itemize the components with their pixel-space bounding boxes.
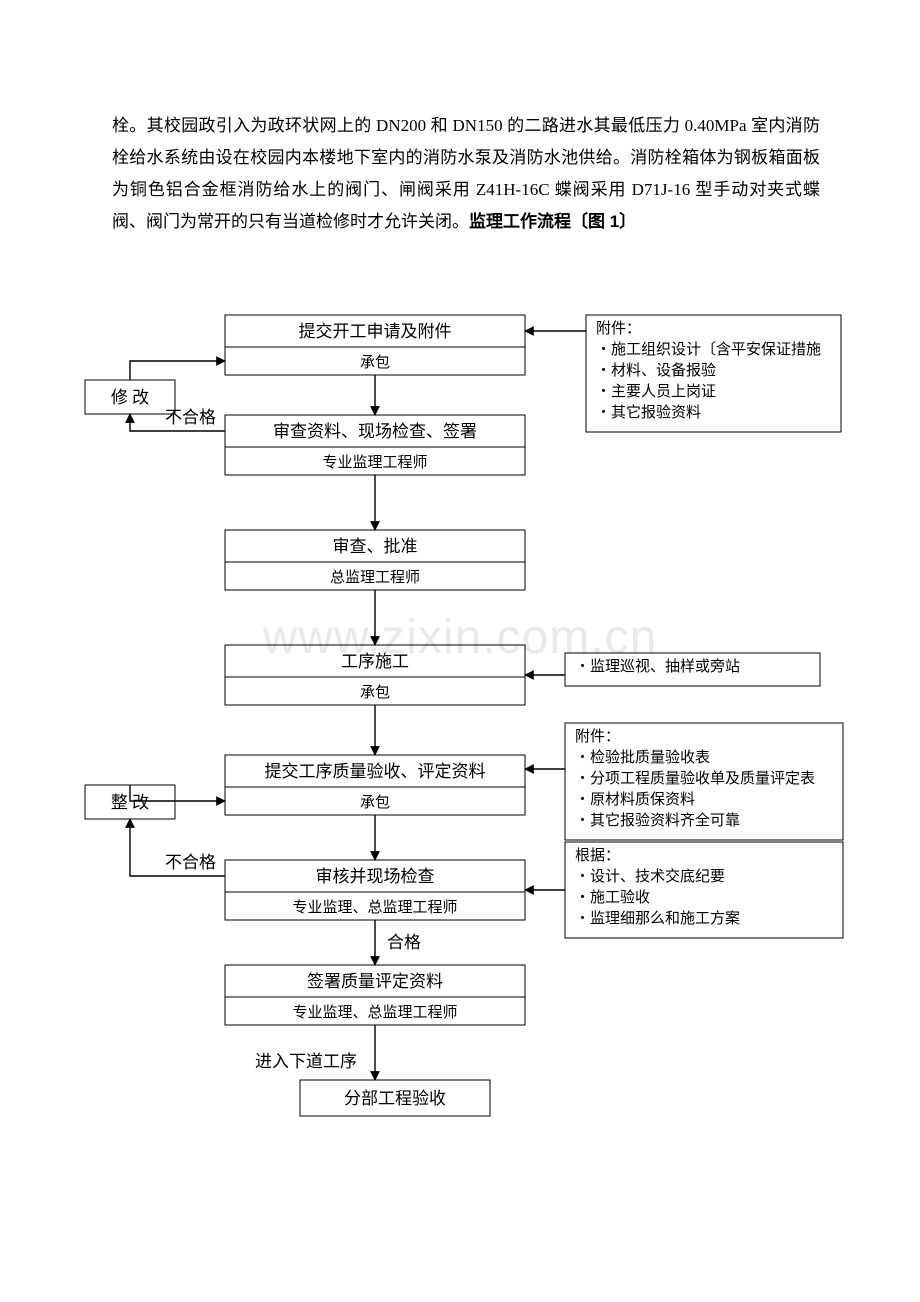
sidebox-attachments-2: 附件： ・检验批质量验收表・分项工程质量验收单及质量评定表・原材料质保资料・其它报… bbox=[565, 723, 843, 840]
svg-text:・施工组织设计〔含平安保证措施: ・施工组织设计〔含平安保证措施 bbox=[596, 341, 821, 358]
svg-text:・检验批质量验收表: ・检验批质量验收表 bbox=[575, 749, 710, 766]
svg-text:・主要人员上岗证: ・主要人员上岗证 bbox=[596, 383, 716, 400]
svg-text:・设计、技术交底纪要: ・设计、技术交底纪要 bbox=[575, 867, 725, 885]
svg-text:・分项工程质量验收单及质量评定表: ・分项工程质量验收单及质量评定表 bbox=[575, 770, 815, 787]
svg-text:提交工序质量验收、评定资料: 提交工序质量验收、评定资料 bbox=[265, 762, 486, 781]
svg-text:工序施工: 工序施工 bbox=[341, 652, 409, 671]
label-fail-1: 不合格 bbox=[165, 408, 216, 427]
node-sign-quality: 签署质量评定资料专业监理、总监理工程师 bbox=[225, 965, 525, 1025]
intro-bold-text: 监理工作流程〔图 1〕 bbox=[469, 212, 636, 231]
document-page: 栓。其校园政引入为政环状网上的 DN200 和 DN150 的二路进水其最低压力… bbox=[0, 0, 920, 1302]
sidebox-attachments-1: 附件： ・施工组织设计〔含平安保证措施・材料、设备报验・主要人员上岗证・其它报验资… bbox=[586, 315, 841, 432]
label-fail-2: 不合格 bbox=[165, 853, 216, 872]
node-submit-quality: 提交工序质量验收、评定资料承包 bbox=[225, 755, 525, 815]
svg-text:・监理巡视、抽样或旁站: ・监理巡视、抽样或旁站 bbox=[575, 658, 740, 675]
edge-modify-to-n1 bbox=[130, 361, 225, 380]
svg-text:承包: 承包 bbox=[360, 684, 390, 701]
svg-text:・施工验收: ・施工验收 bbox=[575, 889, 650, 906]
node-review-onsite: 审核并现场检查专业监理、总监理工程师 bbox=[225, 860, 525, 920]
svg-text:审查、批准: 审查、批准 bbox=[333, 537, 418, 556]
label-pass: 合格 bbox=[387, 933, 421, 952]
node-review-materials: 审查资料、现场检查、签署专业监理工程师 bbox=[225, 415, 525, 475]
svg-text:・其它报验资料: ・其它报验资料 bbox=[596, 403, 701, 421]
svg-text:・其它报验资料齐全可靠: ・其它报验资料齐全可靠 bbox=[575, 811, 740, 829]
svg-text:承包: 承包 bbox=[360, 354, 390, 371]
node-modify: 修 改 bbox=[85, 380, 175, 414]
svg-text:审核并现场检查: 审核并现场检查 bbox=[316, 867, 435, 886]
svg-text:附件：: 附件： bbox=[596, 320, 641, 337]
svg-text:分部工程验收: 分部工程验收 bbox=[344, 1089, 446, 1108]
svg-text:审查资料、现场检查、签署: 审查资料、现场检查、签署 bbox=[273, 422, 477, 441]
intro-body-text: 栓。其校园政引入为政环状网上的 DN200 和 DN150 的二路进水其最低压力… bbox=[112, 116, 820, 231]
node-process-construction: 工序施工承包 bbox=[225, 645, 525, 705]
svg-text:签署质量评定资料: 签署质量评定资料 bbox=[307, 972, 443, 991]
svg-text:总监理工程师: 总监理工程师 bbox=[330, 569, 420, 586]
intro-paragraph: 栓。其校园政引入为政环状网上的 DN200 和 DN150 的二路进水其最低压力… bbox=[112, 110, 820, 238]
svg-text:专业监理、总监理工程师: 专业监理、总监理工程师 bbox=[292, 899, 457, 916]
svg-text:承包: 承包 bbox=[360, 794, 390, 811]
label-next-process: 进入下道工序 bbox=[255, 1052, 357, 1071]
node-subdivision-accept: 分部工程验收 bbox=[300, 1080, 490, 1116]
sidebox-supervision: ・监理巡视、抽样或旁站 bbox=[565, 653, 820, 686]
svg-text:・监理细那么和施工方案: ・监理细那么和施工方案 bbox=[575, 909, 740, 927]
node-approve: 审查、批准总监理工程师 bbox=[225, 530, 525, 590]
svg-text:修 改: 修 改 bbox=[111, 388, 149, 407]
svg-text:・材料、设备报验: ・材料、设备报验 bbox=[596, 362, 716, 379]
node-submit-start: 提交开工申请及附件承包 bbox=[225, 315, 525, 375]
svg-text:提交开工申请及附件: 提交开工申请及附件 bbox=[299, 322, 452, 341]
svg-text:・原材料质保资料: ・原材料质保资料 bbox=[575, 791, 695, 808]
svg-text:附件：: 附件： bbox=[575, 728, 620, 745]
svg-text:专业监理工程师: 专业监理工程师 bbox=[322, 454, 427, 471]
supervision-workflow-flowchart: 提交开工申请及附件承包附件：・施工组织设计〔含平安保证措施・材料、设备报验・主要… bbox=[0, 305, 920, 1255]
sidebox-basis: 根据： ・设计、技术交底纪要・施工验收・监理细那么和施工方案 bbox=[565, 842, 843, 938]
svg-text:专业监理、总监理工程师: 专业监理、总监理工程师 bbox=[292, 1004, 457, 1021]
svg-text:根据：: 根据： bbox=[575, 847, 620, 864]
